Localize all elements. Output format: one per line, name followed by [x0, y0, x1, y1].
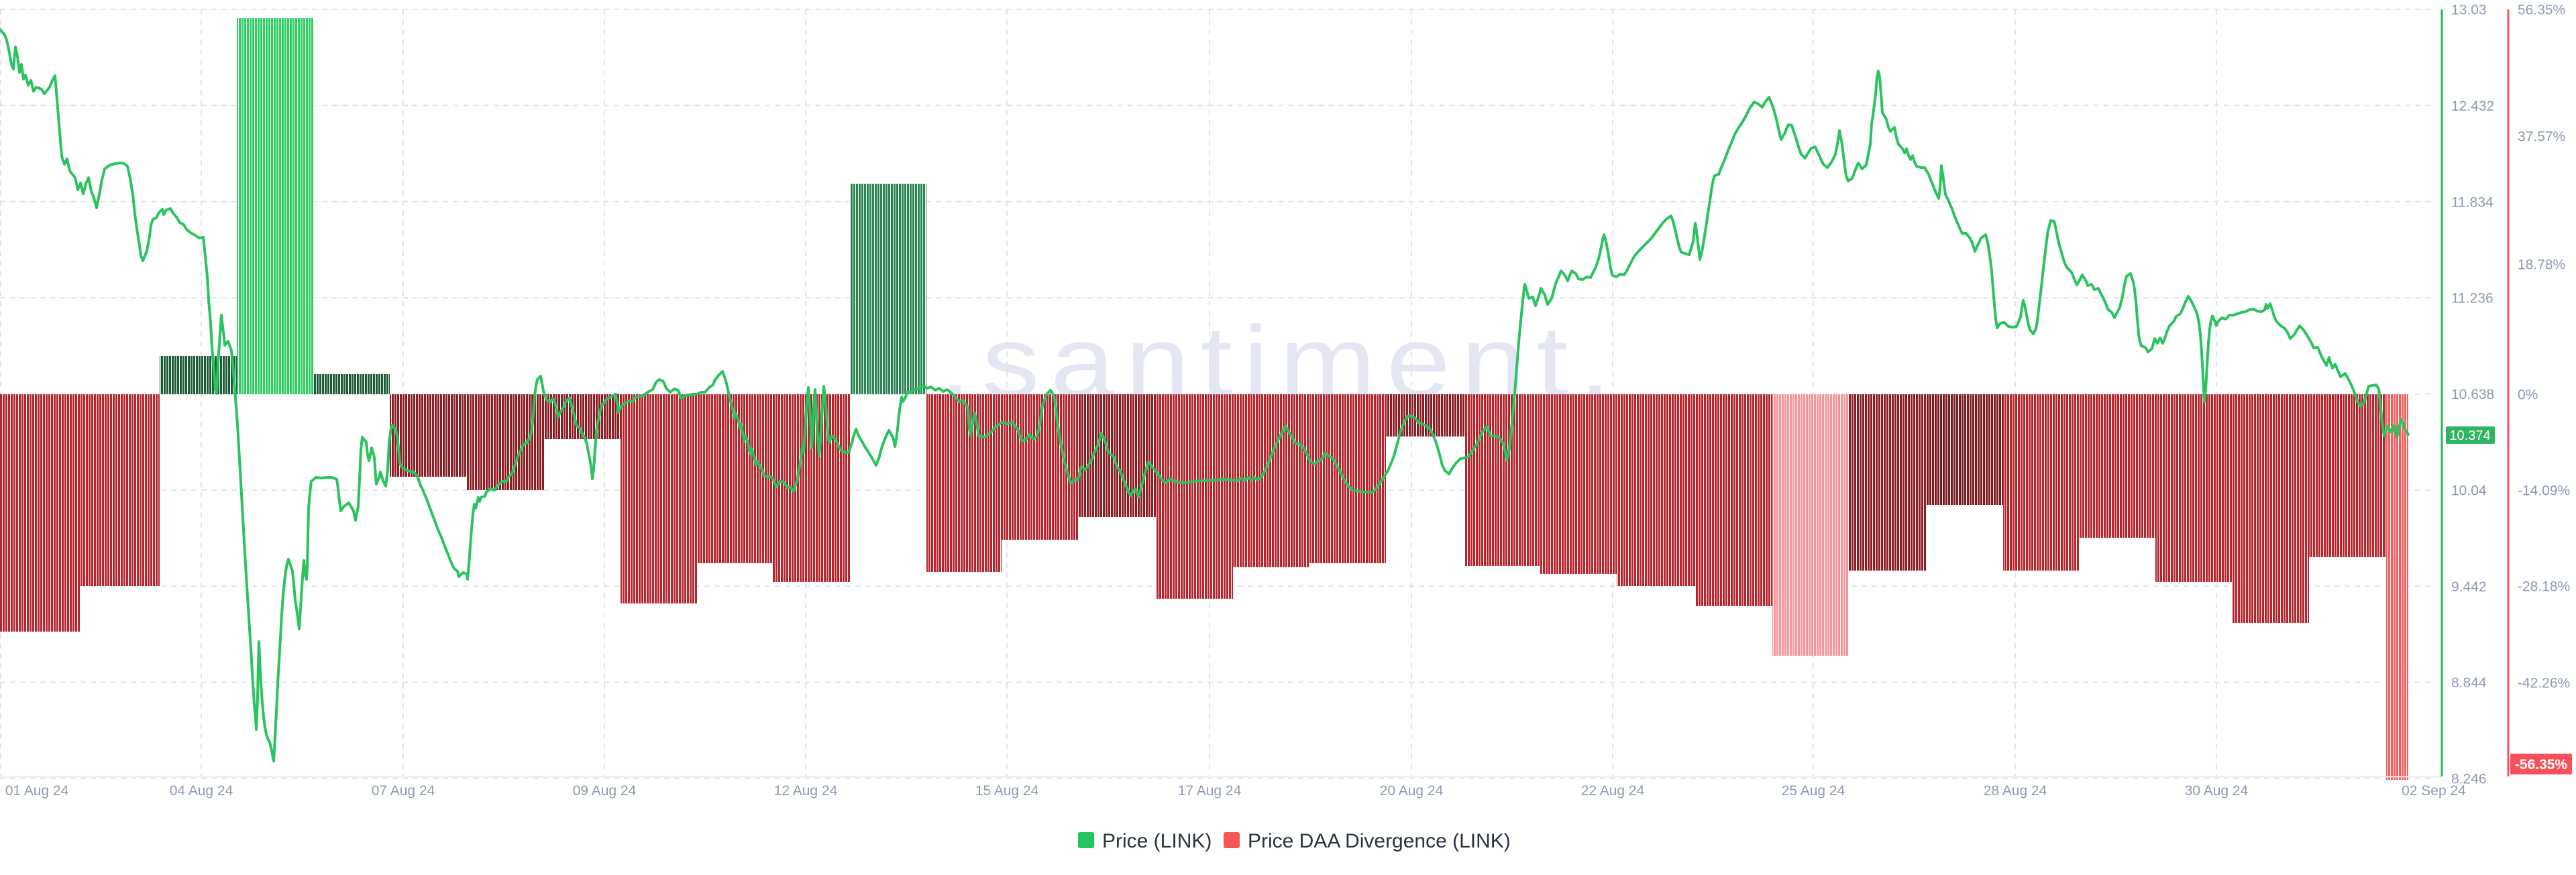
svg-text:0%: 0%: [2518, 388, 2538, 403]
svg-text:37.57%: 37.57%: [2518, 129, 2565, 145]
svg-text:12.432: 12.432: [2451, 99, 2494, 114]
svg-text:01 Aug 24: 01 Aug 24: [5, 783, 69, 799]
svg-text:13.03: 13.03: [2451, 3, 2487, 18]
svg-text:-28.18%: -28.18%: [2518, 579, 2570, 595]
svg-text:22 Aug 24: 22 Aug 24: [1581, 783, 1645, 799]
svg-text:28 Aug 24: 28 Aug 24: [1984, 783, 2047, 799]
svg-text:Price DAA Divergence (LINK): Price DAA Divergence (LINK): [1248, 830, 1511, 852]
svg-text:8.246: 8.246: [2451, 772, 2487, 787]
svg-text:10.374: 10.374: [2449, 428, 2490, 443]
svg-text:18.78%: 18.78%: [2518, 257, 2565, 273]
svg-text:-56.35%: -56.35%: [2515, 757, 2568, 772]
svg-text:8.844: 8.844: [2451, 675, 2487, 691]
svg-text:25 Aug 24: 25 Aug 24: [1782, 783, 1845, 799]
svg-text:12 Aug 24: 12 Aug 24: [774, 783, 838, 799]
svg-text:10.04: 10.04: [2451, 483, 2487, 498]
svg-text:-14.09%: -14.09%: [2518, 483, 2570, 499]
svg-text:56.35%: 56.35%: [2518, 3, 2565, 18]
svg-text:17 Aug 24: 17 Aug 24: [1178, 783, 1242, 799]
svg-text:04 Aug 24: 04 Aug 24: [170, 783, 233, 799]
svg-text:07 Aug 24: 07 Aug 24: [372, 783, 435, 799]
svg-text:11.236: 11.236: [2451, 291, 2493, 306]
svg-text:11.834: 11.834: [2451, 194, 2493, 210]
svg-text:10.638: 10.638: [2451, 387, 2494, 402]
svg-text:-42.26%: -42.26%: [2518, 676, 2570, 691]
svg-text:9.442: 9.442: [2451, 579, 2487, 595]
svg-text:09 Aug 24: 09 Aug 24: [573, 783, 637, 799]
svg-text:Price (LINK): Price (LINK): [1102, 830, 1212, 852]
svg-text:02 Sep 24: 02 Sep 24: [2402, 783, 2466, 799]
svg-text:20 Aug 24: 20 Aug 24: [1380, 783, 1444, 799]
svg-text:15 Aug 24: 15 Aug 24: [975, 783, 1039, 799]
svg-text:30 Aug 24: 30 Aug 24: [2185, 783, 2249, 799]
